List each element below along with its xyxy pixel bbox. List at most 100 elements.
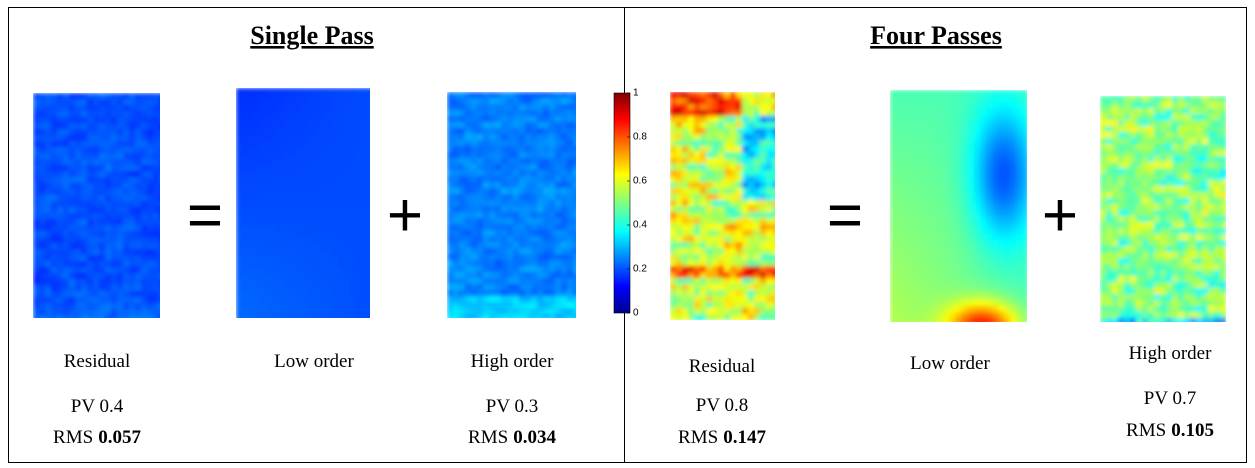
heatmap-cell [1100,240,1107,247]
heatmap-cell [968,270,975,277]
heatmap-cell [254,172,261,179]
heatmap-cell [278,208,285,215]
heatmap-cell [1178,258,1185,265]
heatmap-cell [242,220,249,227]
heatmap-cell [135,201,142,208]
heatmap-cell [332,136,339,143]
heatmap-cell [944,162,951,169]
heatmap-cell [890,240,897,247]
heatmap-cell [1106,258,1113,265]
heatmap-cell [748,104,755,111]
heatmap-cell [350,220,357,227]
heatmap-cell [772,278,779,285]
heatmap-cell [135,117,142,124]
heatmap-cell [567,152,574,159]
heatmap-cell [706,164,713,171]
heatmap-cell [525,254,532,261]
heatmap-cell [896,168,903,175]
heatmap-cell [1142,264,1149,271]
heatmap-cell [1100,168,1107,175]
heatmap-cell [742,218,749,225]
heatmap-cell [87,129,94,136]
heatmap-cell [896,120,903,127]
heatmap-cell [992,300,999,307]
heatmap-cell [99,243,106,250]
heatmap-cell [974,168,981,175]
heatmap-cell [332,88,339,95]
heatmap-cell [908,192,915,199]
heatmap-cell [117,117,124,124]
heatmap-cell [1154,126,1161,133]
heatmap-cell [748,122,755,129]
heatmap-cell [338,214,345,221]
heatmap-cell [573,302,580,309]
heatmap-cell [57,315,64,322]
heatmap-cell [555,260,562,267]
heatmap-cell [350,88,357,95]
heatmap-cell [962,228,969,235]
heatmap-cell [968,156,975,163]
heatmap-cell [1184,258,1191,265]
heatmap-cell [920,252,927,259]
heatmap-cell [962,120,969,127]
heatmap-cell [33,267,40,274]
heatmap-cell [338,118,345,125]
heatmap-cell [742,242,749,249]
heatmap-cell [141,141,148,148]
heatmap-cell [471,110,478,117]
heatmap-cell [706,218,713,225]
heatmap-cell [956,192,963,199]
heatmap-cell [260,106,267,113]
heatmap-cell [1124,216,1131,223]
heatmap-cell [111,201,118,208]
heatmap-cell [459,254,466,261]
heatmap-cell [908,252,915,259]
heatmap-cell [350,268,357,275]
heatmap-cell [495,200,502,207]
heatmap-cell [968,138,975,145]
heatmap-cell [1160,210,1167,217]
heatmap-cell [962,240,969,247]
heatmap-cell [141,219,148,226]
heatmap-cell [944,156,951,163]
heatmap-cell [1196,102,1203,109]
heatmap-cell [63,213,70,220]
heatmap-cell [1136,234,1143,241]
heatmap-cell [302,268,309,275]
heatmap-cell [525,212,532,219]
heatmap-cell [284,100,291,107]
heatmap-cell [278,298,285,305]
heatmap-cell [992,222,999,229]
heatmap-cell [344,124,351,131]
heatmap-cell [549,314,556,321]
heatmap-cell [45,303,52,310]
heatmap-cell [368,214,375,221]
heatmap-cell [507,128,514,135]
heatmap-cell [362,274,369,281]
heatmap-cell [754,242,761,249]
heatmap-cell [700,116,707,123]
heatmap-cell [1118,228,1125,235]
heatmap-cell [968,198,975,205]
heatmap-cell [766,242,773,249]
heatmap-cell [561,176,568,183]
heatmap-cell [242,292,249,299]
heatmap-cell [513,206,520,213]
heatmap-cell [1184,186,1191,193]
heatmap-cell [326,154,333,161]
heatmap-cell [111,297,118,304]
heatmap-cell [938,210,945,217]
heatmap-cell [772,128,779,135]
heatmap-cell [350,232,357,239]
heatmap-cell [326,202,333,209]
heatmap-cell [362,124,369,131]
heatmap-cell [688,200,695,207]
heatmap-cell [742,152,749,159]
heatmap-cell [453,254,460,261]
heatmap-cell [543,128,550,135]
heatmap-cell [242,172,249,179]
heatmap-cell [1202,210,1209,217]
heatmap-cell [141,261,148,268]
heatmap-cell [1208,300,1215,307]
heatmap-cell [1118,258,1125,265]
